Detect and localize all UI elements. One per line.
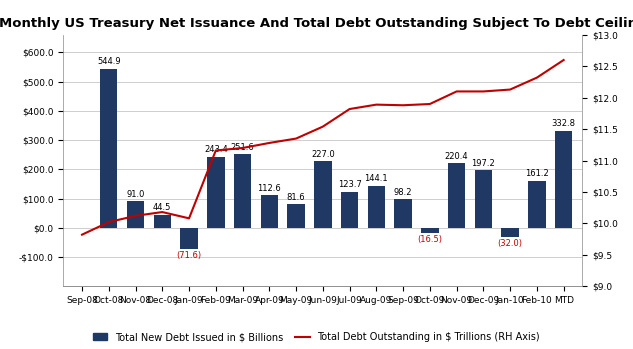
Text: 220.4: 220.4 <box>445 152 468 161</box>
Text: 251.6: 251.6 <box>230 143 254 152</box>
Bar <box>421 228 439 232</box>
Text: (32.0): (32.0) <box>498 239 523 248</box>
Bar <box>368 186 385 228</box>
Bar <box>127 201 144 228</box>
Bar <box>341 192 358 228</box>
Text: 197.2: 197.2 <box>472 159 495 168</box>
Bar <box>555 131 572 228</box>
Text: 44.5: 44.5 <box>153 203 172 213</box>
Bar <box>180 228 197 249</box>
Text: 112.6: 112.6 <box>258 184 281 193</box>
Bar <box>234 154 251 228</box>
Bar <box>448 163 465 228</box>
Title: Monthly US Treasury Net Issuance And Total Debt Outstanding Subject To Debt Ceil: Monthly US Treasury Net Issuance And Tot… <box>0 16 633 30</box>
Bar <box>154 215 171 228</box>
Bar <box>528 181 546 228</box>
Text: 98.2: 98.2 <box>394 188 412 197</box>
Bar <box>394 199 412 228</box>
Bar <box>475 170 492 228</box>
Text: 243.4: 243.4 <box>204 145 228 154</box>
Text: 91.0: 91.0 <box>127 190 145 199</box>
Text: 144.1: 144.1 <box>365 174 388 183</box>
Text: 81.6: 81.6 <box>287 193 305 202</box>
Bar <box>501 228 519 237</box>
Text: (71.6): (71.6) <box>177 251 202 260</box>
Bar <box>261 195 278 228</box>
Bar <box>287 204 304 228</box>
Text: 227.0: 227.0 <box>311 150 335 159</box>
Text: 544.9: 544.9 <box>97 57 121 66</box>
Text: 161.2: 161.2 <box>525 169 549 178</box>
Text: 332.8: 332.8 <box>551 119 575 128</box>
Bar <box>207 157 225 228</box>
Text: 123.7: 123.7 <box>337 180 361 189</box>
Text: (16.5): (16.5) <box>417 235 442 244</box>
Legend: Total New Debt Issued in $ Billions, Total Debt Outstanding in $ Trillions (RH A: Total New Debt Issued in $ Billions, Tot… <box>91 330 542 344</box>
Bar <box>314 162 332 228</box>
Bar <box>100 68 118 228</box>
